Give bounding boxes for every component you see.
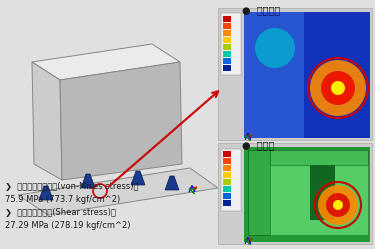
Bar (223, 179, 231, 185)
Polygon shape (248, 150, 270, 235)
Polygon shape (81, 174, 95, 188)
Bar (223, 58, 231, 64)
Polygon shape (39, 186, 53, 200)
Bar (218, 8, 372, 140)
Text: ●  等效應力: ● 等效應力 (242, 5, 280, 15)
Bar (221, 13, 241, 75)
Text: ●  剟應力: ● 剟應力 (242, 140, 274, 150)
Bar (310, 165, 335, 220)
Bar (223, 151, 231, 157)
Circle shape (321, 71, 355, 105)
Polygon shape (270, 165, 368, 235)
Bar (244, 12, 370, 138)
Polygon shape (32, 44, 180, 80)
Bar (244, 12, 304, 138)
Bar (223, 193, 231, 199)
Text: ❯  剟應力最大値為(Shear stress)：: ❯ 剟應力最大値為(Shear stress)： (5, 208, 116, 217)
Bar (223, 186, 231, 192)
Text: 27.29 MPa (278.19 kgf/cm^2): 27.29 MPa (278.19 kgf/cm^2) (5, 221, 130, 230)
Text: ❯  等效應力最大値為(von-Mises stress)：: ❯ 等效應力最大値為(von-Mises stress)： (5, 182, 138, 191)
Polygon shape (60, 62, 182, 180)
Polygon shape (165, 176, 179, 190)
Bar (221, 149, 241, 211)
Circle shape (331, 81, 345, 95)
Bar (223, 158, 231, 164)
Polygon shape (32, 62, 62, 180)
Bar (223, 172, 231, 178)
Circle shape (326, 193, 350, 217)
Text: 75.9 MPa (773.7 kgf/cm^2): 75.9 MPa (773.7 kgf/cm^2) (5, 195, 120, 204)
Circle shape (333, 200, 343, 210)
Bar (223, 165, 231, 171)
Bar (223, 44, 231, 50)
Polygon shape (18, 168, 218, 215)
Bar (223, 37, 231, 43)
Bar (223, 65, 231, 71)
Circle shape (318, 185, 358, 225)
Bar (244, 147, 370, 242)
Bar (223, 30, 231, 36)
Polygon shape (131, 171, 145, 185)
Circle shape (310, 60, 366, 116)
Bar (223, 51, 231, 57)
Polygon shape (248, 150, 368, 165)
Bar (223, 200, 231, 206)
Bar (223, 16, 231, 22)
Circle shape (255, 28, 295, 68)
Bar (218, 143, 372, 244)
Bar (223, 23, 231, 29)
